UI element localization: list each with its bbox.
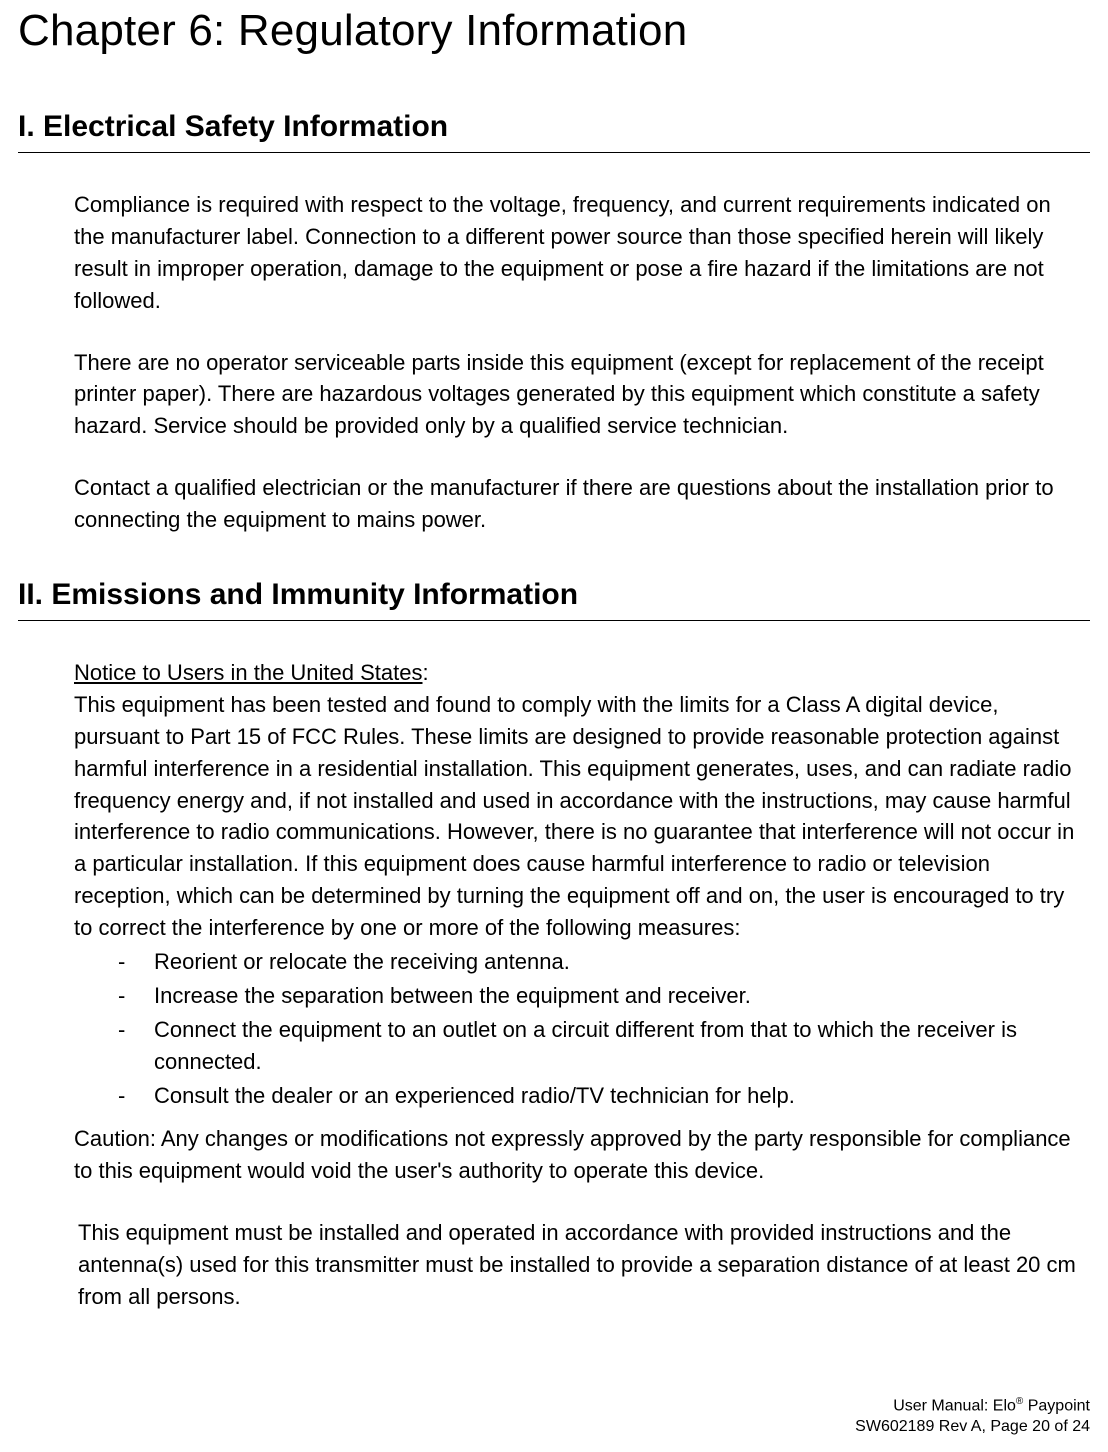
section-1-header: I. Electrical Safety Information <box>18 110 1090 153</box>
notice-colon: : <box>423 660 429 685</box>
caution-text: Caution: Any changes or modifications no… <box>74 1123 1076 1187</box>
page-footer: User Manual: Elo® Paypoint SW602189 Rev … <box>855 1395 1090 1438</box>
section-1-para-2: There are no operator serviceable parts … <box>74 347 1076 443</box>
section-2-rule <box>18 620 1090 621</box>
install-note-paragraph: This equipment must be installed and ope… <box>78 1217 1090 1313</box>
install-note-text: This equipment must be installed and ope… <box>78 1217 1090 1313</box>
notice-label: Notice to Users in the United States <box>74 660 423 685</box>
section-2-body: Notice to Users in the United States: Th… <box>74 657 1076 1111</box>
section-1-title: I. Electrical Safety Information <box>18 110 1090 152</box>
caution-paragraph: Caution: Any changes or modifications no… <box>74 1123 1076 1187</box>
chapter-title: Chapter 6: Regulatory Information <box>18 0 1090 56</box>
section-1-rule <box>18 152 1090 153</box>
section-1-para-3: Contact a qualified electrician or the m… <box>74 472 1076 536</box>
footer-line-1-pre: User Manual: Elo <box>893 1397 1016 1414</box>
footer-line-1: User Manual: Elo® Paypoint <box>855 1395 1090 1417</box>
list-item: Increase the separation between the equi… <box>118 980 1076 1012</box>
section-2-title: II. Emissions and Immunity Information <box>18 578 1090 620</box>
section-1-body: Compliance is required with respect to t… <box>74 189 1076 536</box>
footer-line-1-post: Paypoint <box>1023 1397 1090 1414</box>
footer-line-2: SW602189 Rev A, Page 20 of 24 <box>855 1417 1090 1438</box>
list-item: Consult the dealer or an experienced rad… <box>118 1080 1076 1112</box>
section-2-notice-body: This equipment has been tested and found… <box>74 689 1076 944</box>
document-page: Chapter 6: Regulatory Information I. Ele… <box>0 0 1108 1452</box>
measures-list: Reorient or relocate the receiving anten… <box>74 946 1076 1111</box>
list-item: Reorient or relocate the receiving anten… <box>118 946 1076 978</box>
section-2-header: II. Emissions and Immunity Information <box>18 578 1090 621</box>
section-1-para-1: Compliance is required with respect to t… <box>74 189 1076 317</box>
section-2-notice: Notice to Users in the United States: <box>74 657 1076 689</box>
list-item: Connect the equipment to an outlet on a … <box>118 1014 1076 1078</box>
